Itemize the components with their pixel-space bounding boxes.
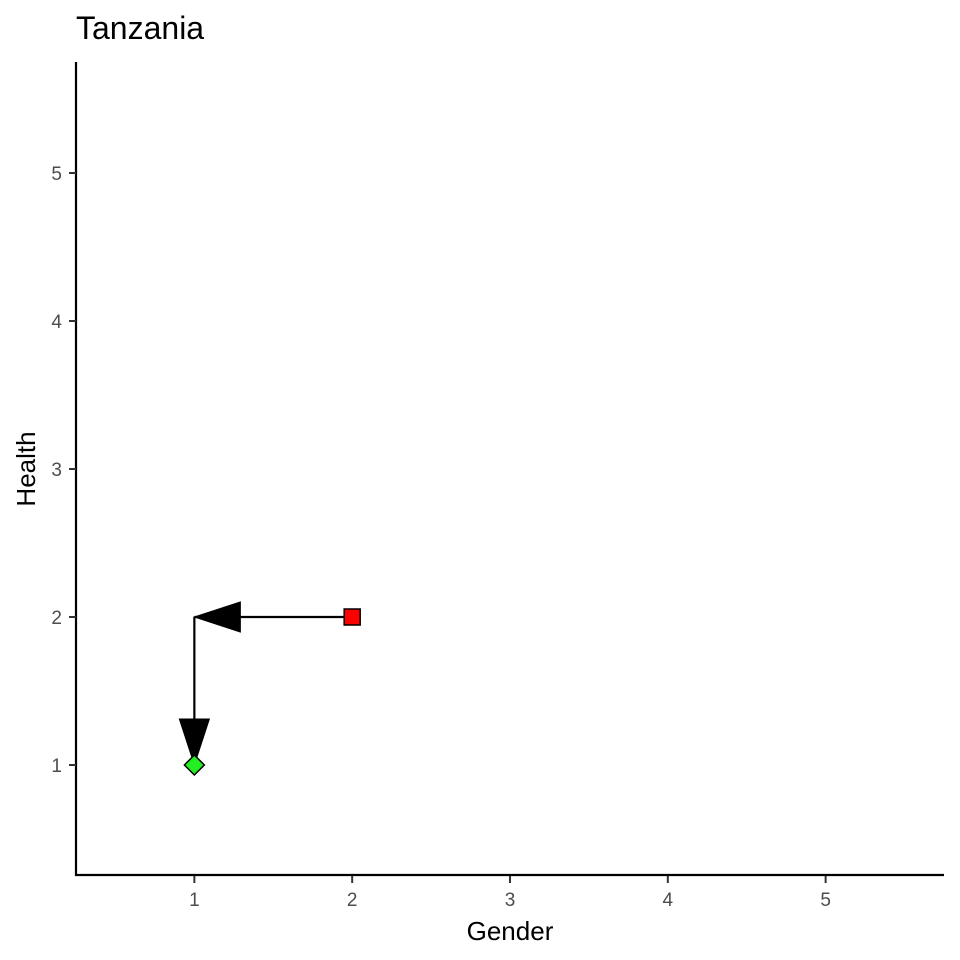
x-tick-label: 3 [505,890,516,911]
arrows-layer [178,601,353,767]
x-axis-title: Gender [467,916,554,946]
data-point-diamond [183,753,206,777]
x-tick-label: 1 [189,890,200,911]
x-tick-label: 5 [820,890,831,911]
y-tick-label: 4 [51,312,62,333]
x-ticks: 1 2 3 4 5 [189,876,831,911]
x-tick-label: 2 [347,890,358,911]
arrow-head [192,601,241,633]
y-tick-label: 1 [51,756,62,777]
arrow-head [178,718,211,767]
y-tick-label: 5 [51,164,62,185]
points-layer [183,608,361,777]
data-point-square [343,608,361,626]
y-tick-label: 2 [51,608,62,629]
chart-title: Tanzania [76,10,204,46]
x-tick-label: 4 [663,890,674,911]
y-ticks: 1 2 3 4 5 [51,164,76,777]
y-tick-label: 3 [51,460,62,481]
y-axis-title: Health [11,431,41,506]
